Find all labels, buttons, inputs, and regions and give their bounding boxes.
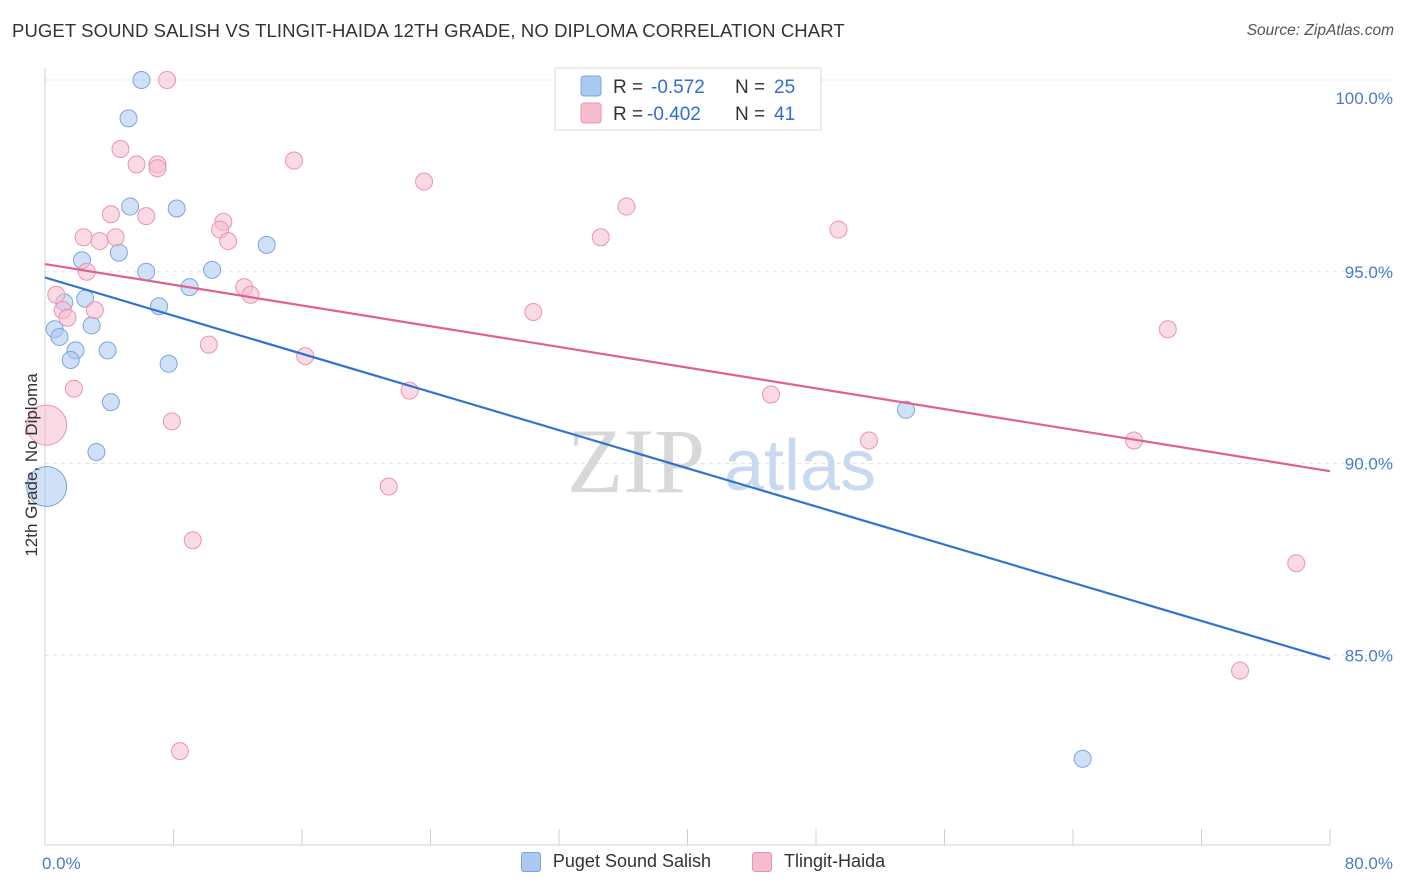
point-tlingit-haida-15	[106, 228, 125, 247]
point-puget-sound-salish-24	[1073, 749, 1092, 768]
point-puget-sound-salish-0	[132, 71, 151, 89]
point-puget-sound-salish-14	[50, 327, 69, 346]
point-puget-sound-salish-19	[159, 354, 178, 373]
legend-swatch-blue	[580, 75, 602, 97]
point-tlingit-haida-29	[64, 379, 83, 398]
point-tlingit-haida-25	[524, 303, 543, 322]
point-tlingit-haida-20	[241, 285, 260, 304]
watermark: ZIP atlas	[567, 410, 876, 512]
x-tick-label-left: 0.0%	[42, 854, 81, 873]
point-tlingit-haida-33	[26, 404, 68, 446]
y-tick-label-2: 90.0%	[1345, 455, 1393, 474]
legend-swatch-tlingit-haida	[752, 851, 773, 872]
point-tlingit-haida-14	[90, 232, 109, 251]
point-tlingit-haida-6	[415, 172, 434, 191]
point-tlingit-haida-8	[137, 207, 156, 226]
point-tlingit-haida-40	[170, 742, 189, 761]
point-tlingit-haida-16	[219, 232, 238, 251]
series-legend: Puget Sound Salish Tlingit-Haida	[0, 851, 1406, 877]
gridlines	[45, 79, 1393, 656]
point-puget-sound-salish-5	[109, 243, 128, 262]
point-tlingit-haida-21	[47, 285, 66, 304]
point-puget-sound-salish-6	[137, 262, 156, 281]
y-axis-label: 12th Grade, No Diploma	[22, 373, 41, 557]
trend-line-puget-sound-salish	[44, 276, 1331, 661]
point-puget-sound-salish-22	[26, 466, 68, 508]
point-tlingit-haida-27	[199, 335, 218, 354]
point-puget-sound-salish-3	[167, 199, 186, 218]
point-tlingit-haida-17	[591, 228, 610, 247]
legend-n-label-1: N =	[735, 104, 765, 125]
point-tlingit-haida-39	[1231, 661, 1250, 680]
legend-n-value-0: 25	[774, 77, 795, 98]
legend-r-value-1: -0.402	[647, 104, 701, 125]
point-tlingit-haida-7	[101, 205, 120, 224]
legend-swatch-puget-sound-salish	[520, 851, 541, 872]
point-puget-sound-salish-21	[87, 442, 106, 461]
y-tick-label-0: 100.0%	[1335, 89, 1393, 108]
point-puget-sound-salish-1	[119, 109, 138, 128]
point-tlingit-haida-0	[158, 71, 177, 89]
point-tlingit-haida-11	[617, 197, 636, 216]
point-tlingit-haida-23	[58, 308, 77, 327]
point-puget-sound-salish-7	[203, 260, 222, 279]
axes	[44, 68, 1331, 846]
trend-lines	[44, 262, 1331, 661]
point-tlingit-haida-5	[284, 151, 303, 170]
legend-n-label-0: N =	[735, 77, 765, 98]
point-tlingit-haida-1	[111, 140, 130, 159]
legend-r-label-1: R =	[613, 104, 643, 125]
point-tlingit-haida-28	[296, 347, 315, 366]
point-tlingit-haida-12	[829, 220, 848, 239]
point-puget-sound-salish-2	[121, 197, 140, 216]
point-puget-sound-salish-18	[98, 341, 117, 360]
point-tlingit-haida-38	[1287, 554, 1306, 573]
legend-label-tlingit-haida: Tlingit-Haida	[784, 851, 886, 871]
point-tlingit-haida-24	[85, 301, 104, 320]
y-tick-label-1: 95.0%	[1345, 263, 1393, 282]
source-label: Source: ZipAtlas.com	[1246, 22, 1394, 39]
point-puget-sound-salish-20	[101, 393, 120, 412]
point-tlingit-haida-13	[74, 228, 93, 247]
point-tlingit-haida-26	[1158, 320, 1177, 339]
point-puget-sound-salish-15	[82, 316, 101, 335]
point-tlingit-haida-32	[162, 412, 181, 431]
legend-item-tlingit-haida[interactable]: Tlingit-Haida	[752, 851, 885, 872]
chart-title: PUGET SOUND SALISH VS TLINGIT-HAIDA 12TH…	[12, 20, 845, 41]
point-puget-sound-salish-23	[896, 400, 915, 419]
watermark-atlas: atlas	[724, 426, 876, 506]
data-points	[26, 71, 1306, 768]
point-tlingit-haida-36	[379, 477, 398, 496]
point-tlingit-haida-34	[860, 431, 879, 450]
point-tlingit-haida-4	[148, 159, 167, 178]
legend-item-puget-sound-salish[interactable]: Puget Sound Salish	[520, 851, 712, 872]
x-tick-label-right: 80.0%	[1345, 854, 1393, 873]
legend-label-puget-sound-salish: Puget Sound Salish	[552, 851, 712, 871]
legend-n-value-1: 41	[774, 104, 795, 125]
point-tlingit-haida-31	[762, 385, 781, 404]
point-puget-sound-salish-8	[257, 235, 276, 254]
point-tlingit-haida-37	[183, 531, 202, 550]
legend-r-label-0: R =	[613, 77, 643, 98]
y-tick-labels: 100.0% 95.0% 90.0% 85.0%	[1335, 89, 1393, 665]
y-tick-label-3: 85.0%	[1345, 646, 1393, 665]
point-puget-sound-salish-17	[61, 350, 80, 369]
point-tlingit-haida-2	[127, 155, 146, 174]
legend-r-value-0: -0.572	[651, 77, 705, 98]
stats-legend: R = -0.572 N = 25 R = -0.402 N = 41	[554, 67, 822, 131]
legend-swatch-pink	[580, 102, 602, 124]
watermark-zip: ZIP	[567, 410, 705, 512]
trend-line-tlingit-haida	[44, 262, 1331, 473]
